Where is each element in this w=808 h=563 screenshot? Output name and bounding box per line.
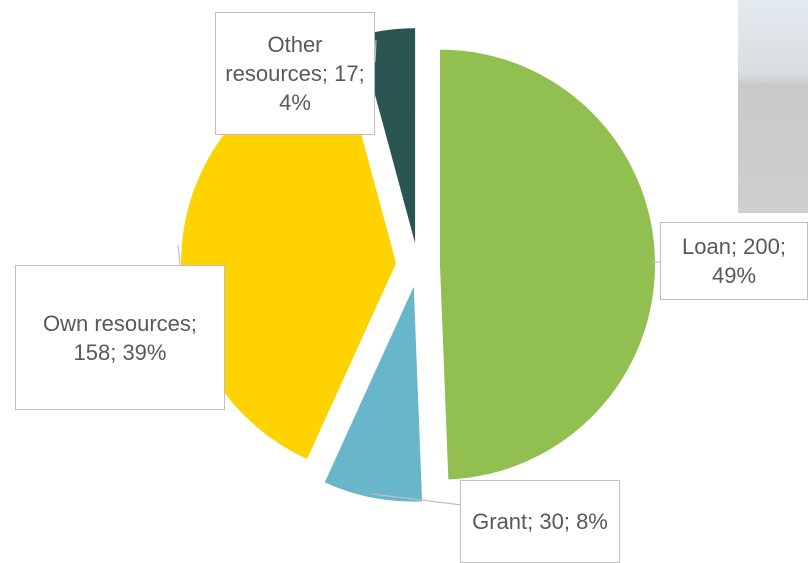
leader-line <box>177 244 181 266</box>
background-photo <box>738 0 808 213</box>
pie-slice <box>439 49 655 480</box>
data-label: Grant; 30; 8% <box>460 480 620 563</box>
pie <box>181 28 655 502</box>
leader-line <box>374 39 377 63</box>
data-label: Own resources; 158; 39% <box>15 265 225 410</box>
data-label: Loan; 200; 49% <box>660 222 808 300</box>
data-label: Other resources; 17; 4% <box>215 12 375 135</box>
pie-slice <box>324 286 423 502</box>
leader-line <box>371 493 463 506</box>
leader-lines <box>177 39 660 506</box>
pie-slice <box>181 55 397 459</box>
